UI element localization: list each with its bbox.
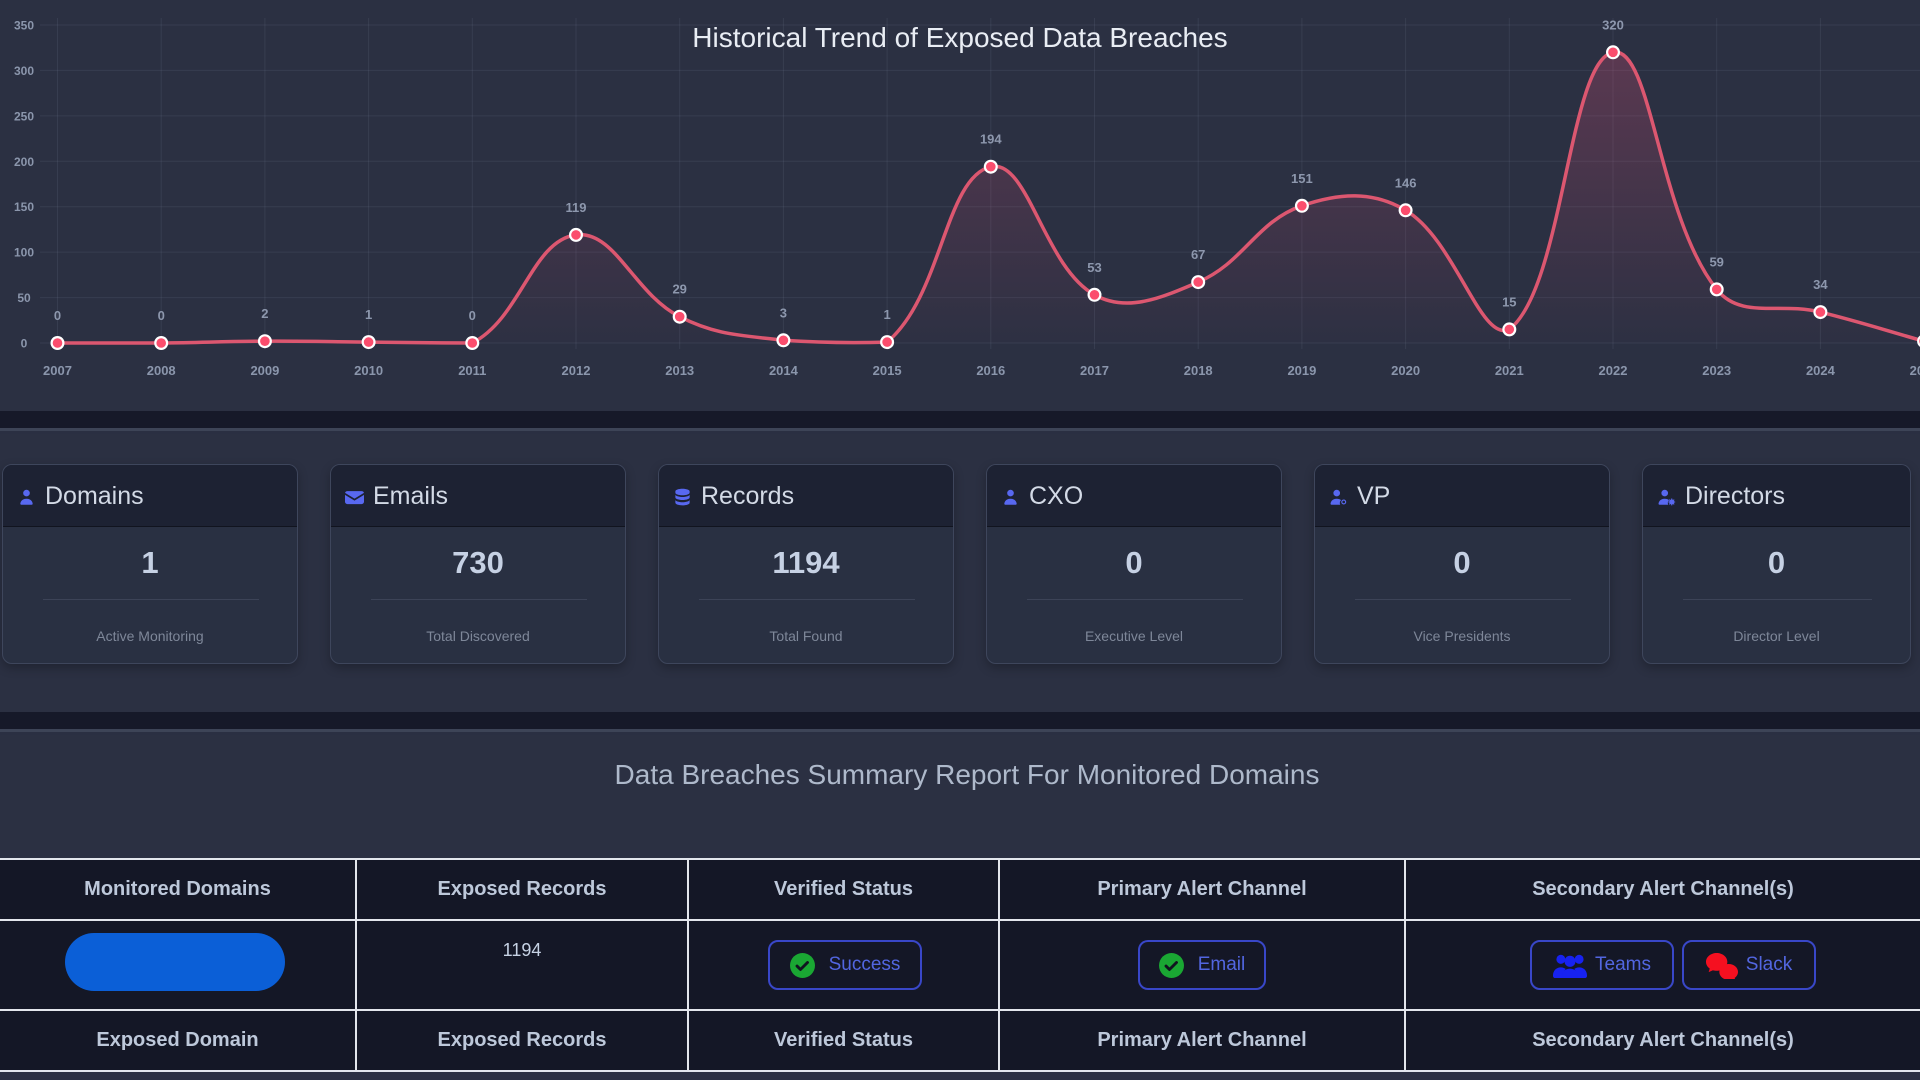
svg-text:2020: 2020 [1391,363,1420,378]
svg-text:2012: 2012 [562,363,591,378]
svg-text:119: 119 [566,200,587,215]
svg-text:2017: 2017 [1080,363,1109,378]
svg-text:2010: 2010 [354,363,383,378]
svg-text:150: 150 [14,200,34,214]
svg-text:2007: 2007 [43,363,72,378]
svg-text:1: 1 [883,307,890,322]
svg-text:146: 146 [1395,175,1417,190]
svg-text:2015: 2015 [873,363,902,378]
svg-text:2009: 2009 [250,363,279,378]
svg-text:194: 194 [980,132,1002,147]
svg-text:2024: 2024 [1806,363,1836,378]
svg-text:29: 29 [672,282,686,297]
svg-text:0: 0 [54,308,61,323]
svg-text:2021: 2021 [1495,363,1524,378]
svg-text:2013: 2013 [665,363,694,378]
svg-text:2023: 2023 [1702,363,1731,378]
svg-text:0: 0 [21,337,28,351]
svg-text:34: 34 [1813,277,1828,292]
svg-text:2008: 2008 [147,363,176,378]
svg-text:3: 3 [780,305,787,320]
svg-text:2: 2 [261,306,268,321]
svg-text:1: 1 [365,307,372,322]
svg-text:50: 50 [17,291,31,305]
svg-text:15: 15 [1502,294,1516,309]
svg-text:2018: 2018 [1184,363,1213,378]
svg-text:2022: 2022 [1599,363,1628,378]
svg-text:2025: 2025 [1910,363,1920,378]
svg-text:2019: 2019 [1287,363,1316,378]
svg-text:0: 0 [158,308,165,323]
svg-text:200: 200 [14,155,34,169]
svg-text:350: 350 [14,19,34,33]
svg-text:100: 100 [14,246,34,260]
svg-text:2014: 2014 [769,363,799,378]
svg-text:59: 59 [1709,254,1723,269]
svg-text:53: 53 [1087,260,1101,275]
svg-text:67: 67 [1191,247,1205,262]
svg-text:0: 0 [469,308,476,323]
svg-text:151: 151 [1291,171,1313,186]
svg-text:2016: 2016 [976,363,1005,378]
svg-text:300: 300 [14,64,34,78]
svg-text:2011: 2011 [458,363,486,378]
svg-text:320: 320 [1602,17,1624,32]
svg-text:250: 250 [14,109,34,123]
